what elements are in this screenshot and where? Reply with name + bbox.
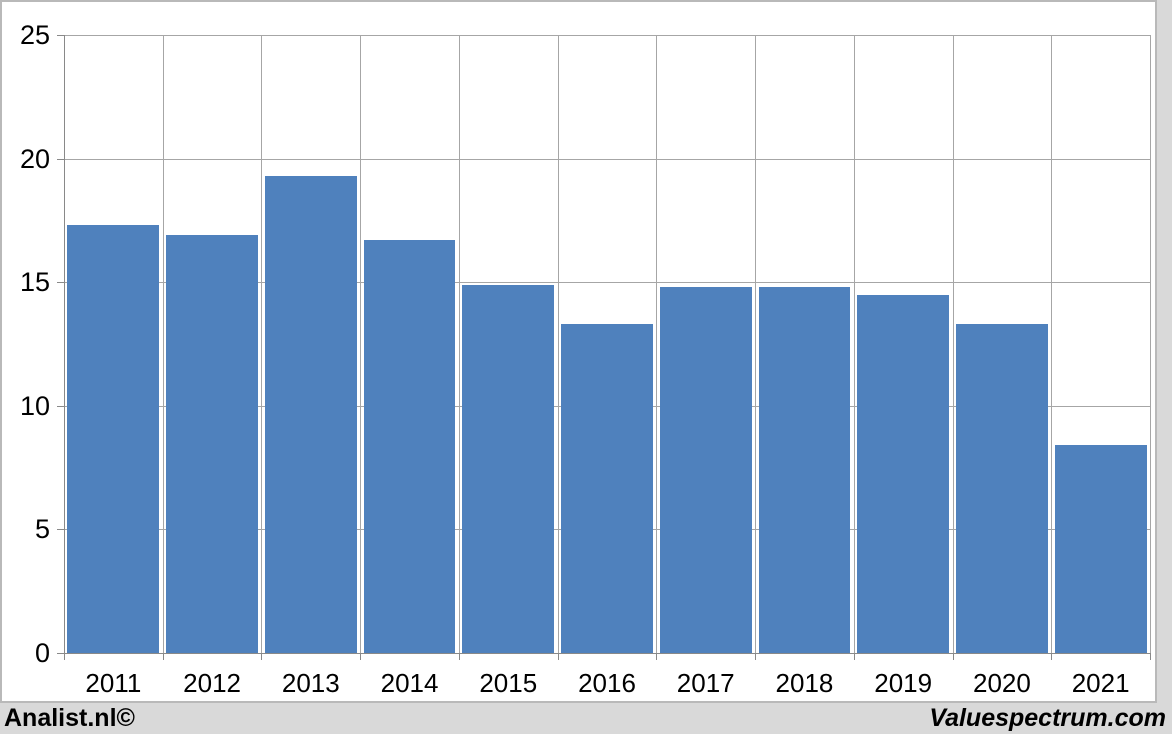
x-tick-mark — [853, 654, 855, 660]
x-tick-label-2012: 2012 — [183, 668, 241, 698]
y-tick-mark — [57, 35, 64, 36]
x-tick-mark — [656, 654, 658, 660]
y-tick-mark — [57, 158, 64, 160]
x-tick-label-2019: 2019 — [874, 668, 933, 698]
y-tick-label: 20 — [19, 143, 50, 174]
x-tick-mark — [755, 654, 757, 660]
y-tick-mark — [57, 405, 64, 407]
y-axis-line — [64, 35, 65, 653]
gridline-vertical — [162, 35, 164, 653]
x-tick-mark — [64, 654, 65, 660]
bar-2015 — [462, 284, 555, 653]
x-tick-mark — [162, 654, 164, 660]
gridline-vertical — [1150, 35, 1151, 653]
y-tick-label: 5 — [34, 514, 50, 545]
y-tick-mark — [57, 282, 64, 284]
brand-analist: Analist.nl© — [4, 704, 135, 732]
x-tick-label-2017: 2017 — [676, 668, 735, 698]
x-tick-label-2018: 2018 — [775, 668, 834, 698]
gridline-vertical — [360, 35, 362, 653]
x-tick-mark — [1150, 654, 1151, 660]
footer-strip: Analist.nl© Valuespectrum.com — [0, 703, 1172, 734]
x-tick-label-2015: 2015 — [479, 668, 538, 698]
y-tick-label: 25 — [19, 20, 50, 50]
x-tick-label-2016: 2016 — [578, 668, 636, 698]
bar-2019 — [857, 294, 950, 653]
bar-2021 — [1054, 445, 1147, 653]
gridline-vertical — [656, 35, 658, 653]
gridline-vertical — [557, 35, 559, 653]
y-tick-mark — [57, 653, 64, 654]
bar-2012 — [166, 235, 258, 653]
bar-2011 — [67, 225, 160, 653]
gridline-horizontal — [64, 282, 1150, 284]
x-tick-label-2011: 2011 — [85, 668, 142, 698]
bar-2013 — [264, 175, 357, 653]
x-tick-mark — [952, 654, 954, 660]
bar-2020 — [956, 324, 1048, 653]
gridline-horizontal — [64, 158, 1150, 160]
x-tick-mark — [261, 654, 263, 660]
gridline-vertical — [458, 35, 460, 653]
x-tick-mark — [557, 654, 559, 660]
x-tick-label-2021: 2021 — [1071, 668, 1130, 698]
x-tick-label-2020: 2020 — [972, 668, 1031, 698]
bar-2016 — [561, 324, 653, 653]
bar-2018 — [758, 287, 851, 653]
gridline-vertical — [853, 35, 855, 653]
x-tick-mark — [360, 654, 362, 660]
gridline-vertical — [755, 35, 757, 653]
x-tick-mark — [458, 654, 460, 660]
gridline-horizontal — [64, 35, 1150, 36]
bar-chart-panel: 0 5 10 15 20 25 2011 2012 2013 2014 2015 2016 2017 20… — [0, 0, 1157, 703]
x-tick-label-2013: 2013 — [281, 668, 340, 698]
gridline-vertical — [1051, 35, 1053, 653]
x-tick-mark — [1051, 654, 1053, 660]
brand-valuespectrum: Valuespectrum.com — [929, 704, 1166, 732]
y-tick-label: 15 — [19, 267, 50, 298]
x-axis-line — [64, 653, 1151, 654]
y-tick-mark — [57, 529, 64, 531]
bar-2014 — [363, 240, 456, 653]
x-tick-label-2014: 2014 — [380, 668, 439, 698]
gridline-vertical — [261, 35, 263, 653]
gridline-vertical — [952, 35, 954, 653]
y-tick-label: 10 — [19, 390, 50, 421]
bar-2017 — [659, 287, 752, 653]
y-tick-label: 0 — [34, 638, 50, 668]
